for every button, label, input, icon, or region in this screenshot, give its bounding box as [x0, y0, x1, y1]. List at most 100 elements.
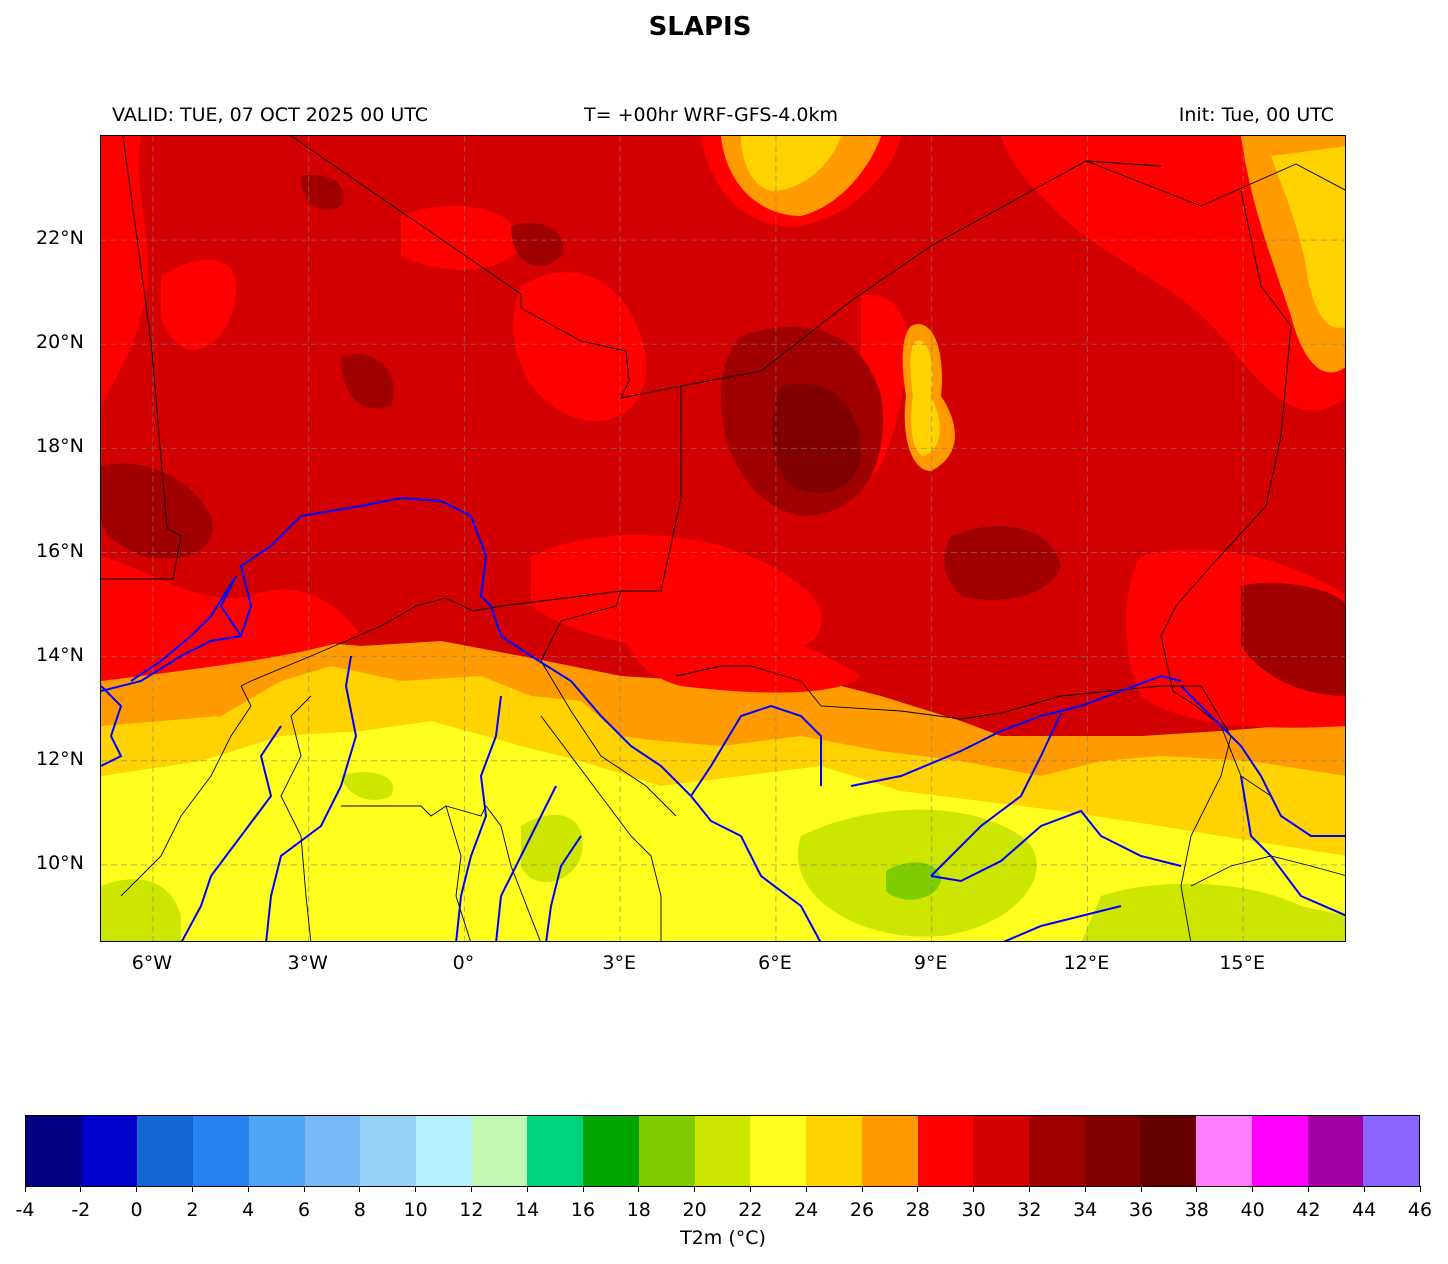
- longitude-label: 0°: [452, 952, 475, 974]
- band-24-26-north: [741, 136, 841, 191]
- colorbar-tick-label: 24: [794, 1199, 819, 1221]
- band-32-34-west: [101, 463, 213, 559]
- colorbar-segment: [81, 1116, 138, 1186]
- latitude-label: 10°N: [36, 851, 84, 874]
- colorbar-tick-mark: [80, 1186, 82, 1192]
- colorbar-segment: [583, 1116, 639, 1186]
- longitude-label: 6°W: [131, 952, 173, 974]
- colorbar-segment: [1084, 1116, 1141, 1186]
- colorbar-tick-mark: [917, 1186, 919, 1192]
- longitude-label: 3°E: [602, 952, 636, 974]
- colorbar-tick-mark: [1419, 1186, 1421, 1192]
- band-32-34-east: [944, 526, 1061, 600]
- colorbar-tick-label: 0: [130, 1199, 143, 1221]
- band-24-26-air: [910, 340, 940, 456]
- rivers: [101, 496, 1345, 941]
- colorbar-segment: [750, 1116, 807, 1186]
- colorbar-tick-label: 14: [515, 1199, 540, 1221]
- latitude-label: 22°N: [36, 227, 84, 250]
- longitude-label: 6°E: [758, 952, 792, 974]
- latitude-label: 18°N: [36, 435, 84, 458]
- colorbar-tick-mark: [470, 1186, 472, 1192]
- colorbar-tick-mark: [191, 1186, 193, 1192]
- map-title: SLAPIS: [648, 12, 752, 42]
- colorbar-segment: [137, 1116, 194, 1186]
- band-28-30-south: [621, 614, 861, 693]
- colorbar-tick-mark: [247, 1186, 249, 1192]
- colorbar-tick-mark: [136, 1186, 138, 1192]
- colorbar-segment: [1140, 1116, 1197, 1186]
- band-24-26-ne: [1271, 146, 1345, 328]
- band-34-36-center: [772, 383, 861, 493]
- colorbar-tick-label: 44: [1352, 1199, 1377, 1221]
- colorbar-tick-label: 2: [186, 1199, 199, 1221]
- colorbar-segment: [527, 1116, 584, 1186]
- colorbar-tick-mark: [1084, 1186, 1086, 1192]
- colorbar-segment: [193, 1116, 249, 1186]
- colorbar-segment: [973, 1116, 1029, 1186]
- band-20-22-west: [101, 879, 181, 941]
- colorbar-tick-label: 30: [961, 1199, 986, 1221]
- colorbar-segment: [861, 1116, 918, 1186]
- band-28-30-west: [101, 556, 361, 681]
- latitude-label: 14°N: [36, 643, 84, 666]
- colorbar-tick-label: 12: [459, 1199, 484, 1221]
- band-28-30-north: [401, 206, 521, 270]
- band-28-30-nw: [101, 136, 149, 406]
- colorbar-segment: [917, 1116, 974, 1186]
- colorbar-label: T2m (°C): [680, 1227, 766, 1249]
- band-32-34-nw: [301, 175, 344, 210]
- colorbar-tick-label: 18: [626, 1199, 651, 1221]
- colorbar-tick-mark: [415, 1186, 417, 1192]
- colorbar-tick-mark: [1140, 1186, 1142, 1192]
- colorbar-tick-label: 8: [353, 1199, 366, 1221]
- colorbar-tick-label: 22: [738, 1199, 763, 1221]
- latitude-label: 20°N: [36, 331, 84, 354]
- colorbar-tick-label: 46: [1407, 1199, 1433, 1221]
- band-32-34-far-east: [1241, 582, 1345, 696]
- colorbar-tick-mark: [582, 1186, 584, 1192]
- colorbar-segment: [1307, 1116, 1364, 1186]
- colorbar-tick-label: -4: [15, 1199, 35, 1221]
- colorbar-tick-label: 36: [1128, 1199, 1154, 1221]
- colorbar-tick-mark: [526, 1186, 528, 1192]
- colorbar-tick-label: 28: [905, 1199, 930, 1221]
- colorbar-tick-mark: [303, 1186, 305, 1192]
- colorbar-segment: [806, 1116, 862, 1186]
- colorbar-tick-label: 26: [849, 1199, 875, 1221]
- colorbar-tick-label: 4: [242, 1199, 255, 1221]
- colorbar-tick-label: 34: [1073, 1199, 1098, 1221]
- colorbar: [25, 1115, 1420, 1187]
- valid-time-label: VALID: TUE, 07 OCT 2025 00 UTC: [112, 104, 428, 126]
- temperature-map: [100, 135, 1346, 942]
- colorbar-tick-label: 32: [1017, 1199, 1042, 1221]
- temperature-field: [101, 136, 1345, 941]
- gridlines: [101, 136, 1345, 941]
- colorbar-tick-mark: [749, 1186, 751, 1192]
- longitude-label: 15°E: [1219, 952, 1265, 974]
- colorbar-tick-mark: [359, 1186, 361, 1192]
- colorbar-segment: [304, 1116, 361, 1186]
- colorbar-tick-mark: [694, 1186, 696, 1192]
- band-20-22-small: [341, 772, 393, 800]
- colorbar-tick-mark: [1196, 1186, 1198, 1192]
- colorbar-segment: [694, 1116, 751, 1186]
- longitude-label: 3°W: [287, 952, 328, 974]
- colorbar-tick-mark: [805, 1186, 807, 1192]
- longitude-label: 9°E: [913, 952, 948, 974]
- band-28-30-niger: [531, 534, 822, 656]
- colorbar-tick-label: 16: [570, 1199, 596, 1221]
- colorbar-tick-mark: [1307, 1186, 1309, 1192]
- band-28-30-center: [513, 272, 647, 422]
- colorbar-segment: [471, 1116, 528, 1186]
- band-20-22-se: [1081, 883, 1345, 941]
- latitude-label: 16°N: [36, 539, 84, 562]
- colorbar-tick-mark: [24, 1186, 26, 1192]
- colorbar-tick-label: 38: [1184, 1199, 1209, 1221]
- colorbar-segment: [1251, 1116, 1308, 1186]
- colorbar-tick-label: 40: [1240, 1199, 1265, 1221]
- colorbar-tick-label: 6: [297, 1199, 311, 1221]
- colorbar-tick-label: 20: [682, 1199, 707, 1221]
- colorbar-segment: [638, 1116, 695, 1186]
- colorbar-segment: [1363, 1116, 1419, 1186]
